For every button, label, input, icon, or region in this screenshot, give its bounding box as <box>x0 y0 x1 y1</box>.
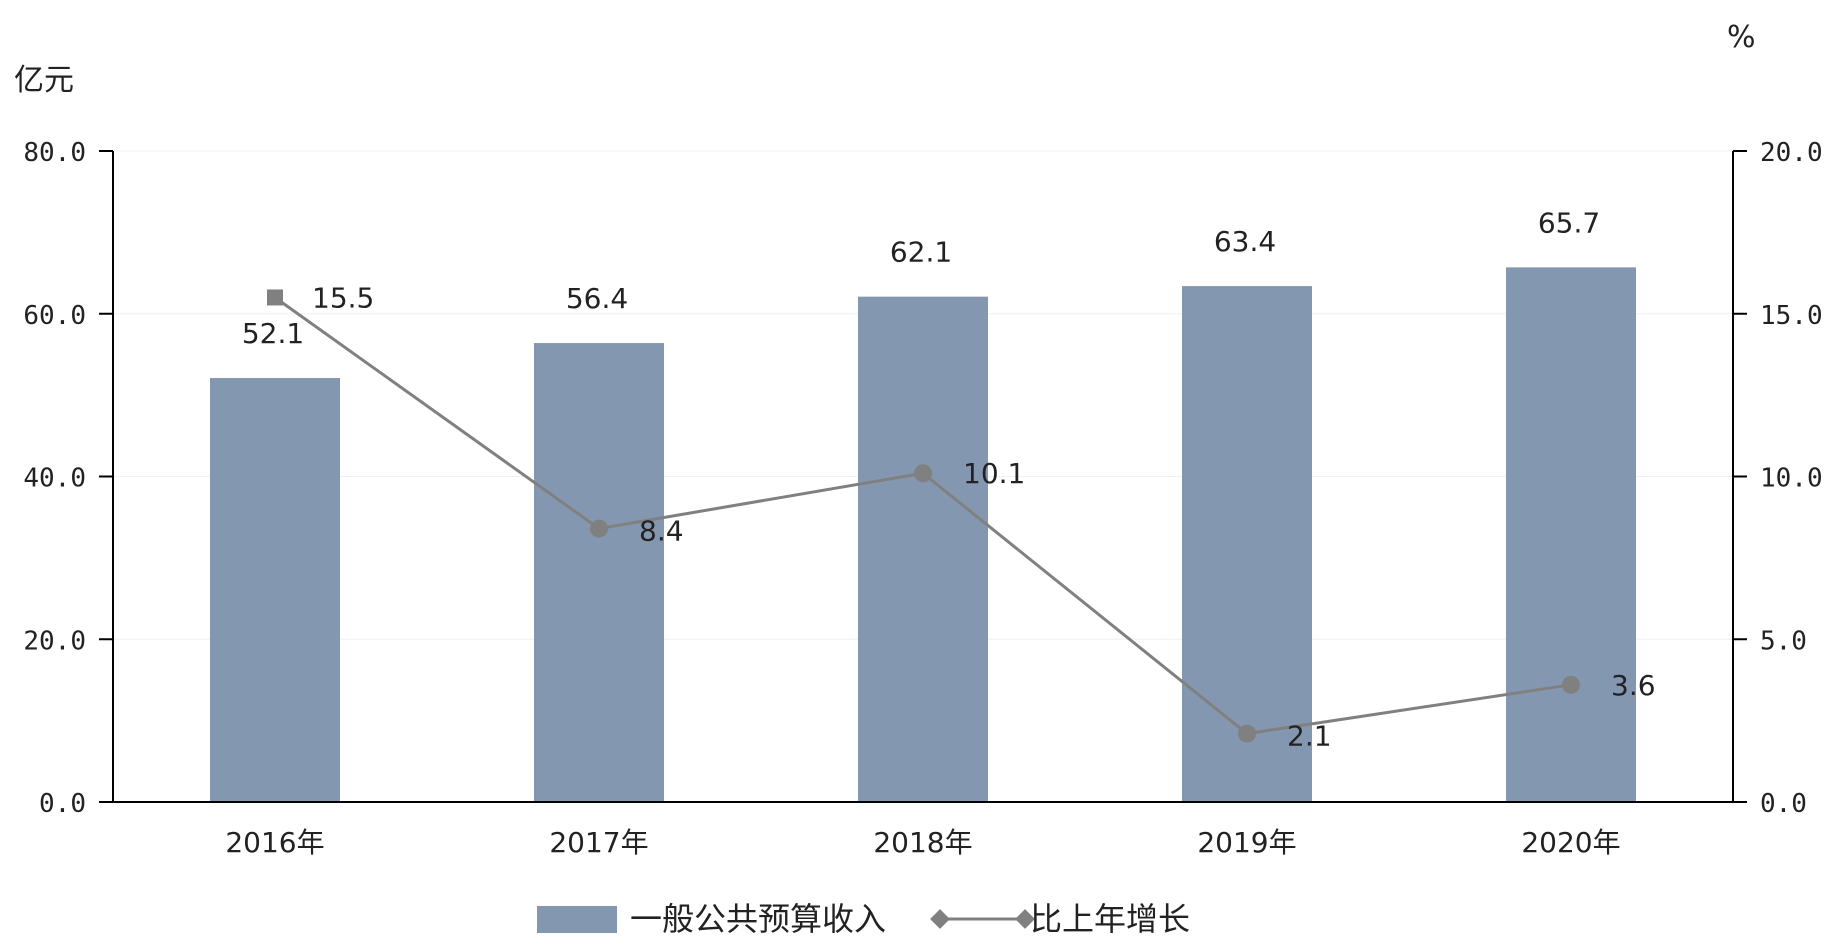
line-series <box>267 289 1580 743</box>
x-tick-label: 2016年 <box>225 826 324 859</box>
legend-line-label: 比上年增长 <box>1030 900 1190 938</box>
legend-bar-label: 一般公共预算收入 <box>630 900 886 938</box>
x-tick-label: 2019年 <box>1197 826 1296 859</box>
x-axis-labels: 2016年 2017年 2018年 2019年 2020年 <box>225 826 1620 859</box>
x-tick-label: 2017年 <box>549 826 648 859</box>
line-point <box>590 519 608 538</box>
left-tick-label: 20.0 <box>23 626 86 656</box>
line-value-label: 2.1 <box>1287 720 1332 753</box>
bar-series <box>210 267 1636 803</box>
right-tick-label: 5.0 <box>1760 626 1807 656</box>
left-axis-unit: 亿元 <box>14 63 74 98</box>
left-tick-label: 80.0 <box>23 138 86 168</box>
line-point <box>914 464 932 483</box>
legend-line-marker-left <box>930 909 950 929</box>
bar <box>858 296 988 802</box>
legend-bar-swatch <box>537 906 617 933</box>
right-tick-label: 15.0 <box>1760 301 1823 331</box>
line-value-label: 8.4 <box>639 515 684 548</box>
legend-line-marker-right <box>1015 909 1035 929</box>
line-value-label: 3.6 <box>1611 669 1656 702</box>
line-point <box>1562 675 1580 694</box>
bar-value-label: 56.4 <box>566 282 628 315</box>
left-tick-label: 60.0 <box>23 301 86 331</box>
legend: 一般公共预算收入 比上年增长 <box>537 900 1190 938</box>
bar <box>1506 267 1636 803</box>
right-tick-label: 20.0 <box>1760 138 1823 168</box>
bar <box>210 378 340 802</box>
x-tick-label: 2018年 <box>873 826 972 859</box>
bar <box>1182 286 1312 802</box>
left-tick-label: 0.0 <box>39 789 86 819</box>
bar-value-label: 65.7 <box>1538 206 1600 239</box>
bar-value-label: 62.1 <box>890 236 952 269</box>
right-tick-label: 10.0 <box>1760 464 1823 494</box>
bar-value-label: 63.4 <box>1214 225 1276 258</box>
data-labels: 52.1 56.4 62.1 63.4 65.7 15.5 8.4 10.1 2.1 3.6 <box>242 206 1656 752</box>
line-value-label: 15.5 <box>312 281 374 314</box>
line-point <box>267 289 283 306</box>
bar <box>534 343 664 802</box>
axis-ticks: 0.0 0.0 20.0 5.0 40.0 10.0 60.0 15.0 80.0 20.0 <box>23 138 1822 819</box>
left-tick-label: 40.0 <box>23 464 86 494</box>
line-point <box>1238 724 1256 743</box>
line-value-label: 10.1 <box>963 457 1025 490</box>
right-axis-unit: % <box>1727 20 1756 55</box>
bar-value-label: 52.1 <box>242 317 304 350</box>
right-tick-label: 0.0 <box>1760 789 1807 819</box>
x-tick-label: 2020年 <box>1521 826 1620 859</box>
